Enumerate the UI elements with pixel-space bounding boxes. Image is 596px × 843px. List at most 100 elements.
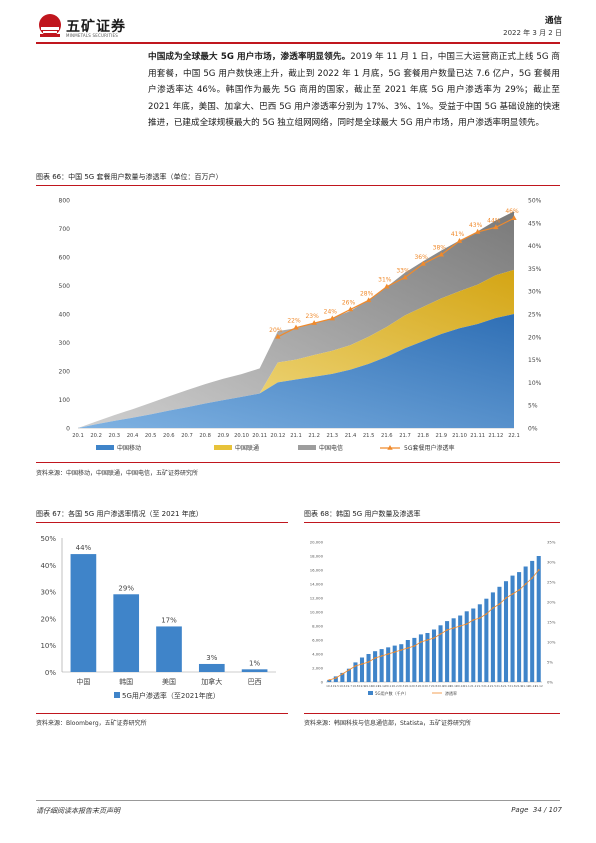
x-tick-label: 21.11 [470, 433, 485, 439]
fig68-source: 资料来源：韩国科技与信息通信部，Statista，五矿证券研究所 [304, 720, 472, 727]
y2-tick-label: 45% [528, 220, 542, 227]
x-tick-label: 19.9 [359, 684, 365, 688]
x-tick-label: 19.4 [326, 684, 332, 688]
bar [484, 598, 489, 682]
bar-data-label: 17% [161, 616, 177, 624]
footer-disclaimer: 请仔细阅读本报告末页声明 [36, 807, 120, 815]
x-tick-label: 21.9 [436, 433, 448, 439]
x-tick-label: 21.10 [522, 684, 530, 688]
penetration-point [311, 320, 317, 325]
penetration-point [329, 315, 336, 321]
y-tick-label: 700 [59, 226, 71, 233]
paragraph-lead: 中国成为全球最大 5G 用户市场，渗透率明显领先。 [148, 52, 351, 62]
penetration-point [537, 569, 540, 571]
x-tick-label: 21.8 [509, 684, 515, 688]
y-tick-label: 12,000 [310, 596, 324, 601]
x-tick-label: 19.5 [333, 684, 339, 688]
y2-tick-label: 40% [528, 243, 542, 250]
penetration-point [367, 661, 370, 663]
legend-label: 5G用户渗透率（至2021年底） [122, 691, 220, 700]
fig68-chart: 0 2,000 4,000 6,000 8,000 10,000 12,000 14,000 1… [310, 540, 556, 697]
penetration-point [406, 647, 409, 649]
y2-tick-label: 10% [528, 380, 542, 387]
fig66-title-rule [36, 185, 560, 186]
bar [359, 657, 365, 682]
x-tick-label: 20.11 [252, 433, 267, 439]
penetration-point [380, 655, 383, 657]
y2-tick-label: 0% [528, 426, 538, 433]
logo-subtitle: MINMETALS SECURITIES [66, 33, 118, 38]
penetration-data-label: 20% [269, 327, 283, 334]
x-tick-label: 21.4 [345, 433, 357, 439]
y2-tick-label: 50% [528, 198, 542, 205]
penetration-data-label: 26% [342, 299, 356, 306]
legend-penetration-label: 渗透率 [445, 690, 457, 696]
legend-swatch [114, 692, 120, 698]
bar [405, 640, 410, 682]
y2-tick-label: 35% [547, 540, 556, 545]
fig66-source: 资料来源：中国移动，中国联通，中国电信，五矿证券研究所 [36, 470, 199, 477]
legend-penetration-label: 5G套餐用户渗透率 [404, 444, 454, 452]
y-tick-label: 10% [40, 642, 56, 650]
penetration-point [511, 593, 514, 595]
bar [425, 633, 430, 682]
penetration-data-label: 36% [414, 254, 428, 261]
x-tick-label: 20.6 [163, 433, 175, 439]
y-tick-label: 100 [59, 397, 71, 404]
legend-china-telecom-label: 中国电信 [319, 444, 343, 452]
penetration-point [387, 653, 390, 655]
footer-divider [36, 800, 560, 801]
x-tick-label: 20.4 [405, 684, 411, 688]
x-tick-label: 21.9 [516, 684, 522, 688]
penetration-point [498, 603, 501, 605]
y-tick-label: 300 [59, 340, 71, 347]
x-tick-label: 20.2 [90, 433, 102, 439]
x-tick-label: 19.7 [346, 684, 352, 688]
penetration-point [465, 623, 468, 625]
x-tick-label: 20.5 [145, 433, 157, 439]
y-tick-label: 20% [40, 615, 56, 623]
y2-tick-label: 15% [528, 357, 542, 364]
x-tick-label: 21.12 [488, 433, 503, 439]
fig68-title-rule [304, 522, 560, 523]
x-tick-label: 21.12 [535, 684, 543, 688]
bar [464, 611, 469, 682]
x-tick-label: 19.11 [371, 684, 379, 688]
penetration-point [511, 215, 517, 221]
penetration-point [493, 224, 499, 230]
bar [438, 625, 443, 682]
y2-tick-label: 25% [547, 580, 556, 585]
penetration-point [478, 617, 481, 619]
fig66-title: 图表 66：中国 5G 套餐用户数量与渗透率（单位：百万户） [36, 173, 223, 181]
x-tick-label: 20.11 [450, 684, 458, 688]
x-tick-label: 加拿大 [201, 677, 222, 686]
x-tick-label: 20.7 [181, 433, 193, 439]
x-tick-label: 21.10 [452, 433, 467, 439]
penetration-point [433, 637, 435, 639]
legend-china-telecom-swatch [298, 445, 316, 450]
x-tick-label: 20.1 [72, 433, 84, 439]
fig66-bottom-rule [36, 462, 560, 463]
x-tick-label: 21.1 [290, 433, 302, 439]
fig68-title: 图表 68：韩国 5G 用户数量及渗透率 [304, 510, 421, 518]
bar-data-label: 44% [76, 544, 92, 552]
penetration-point [446, 629, 448, 631]
y-tick-label: 10,000 [310, 610, 324, 615]
fig68-bottom-rule [304, 713, 560, 714]
bar [392, 645, 397, 682]
x-tick-label: 20.9 [218, 433, 230, 439]
x-tick-label: 20.10 [234, 433, 249, 439]
bar [241, 669, 268, 672]
penetration-point [518, 589, 520, 591]
penetration-point [354, 665, 357, 667]
fig67-bottom-rule [36, 713, 288, 714]
penetration-data-label: 46% [505, 208, 519, 215]
y2-tick-label: 10% [547, 640, 556, 645]
bar [517, 572, 522, 682]
x-tick-label: 21.6 [496, 684, 502, 688]
x-tick-label: 20.6 [418, 684, 424, 688]
fig67-source: 资料来源：Bloomberg，五矿证券研究所 [36, 720, 147, 727]
bar [497, 586, 502, 682]
bar [399, 644, 404, 682]
x-tick-label: 21.6 [381, 433, 393, 439]
